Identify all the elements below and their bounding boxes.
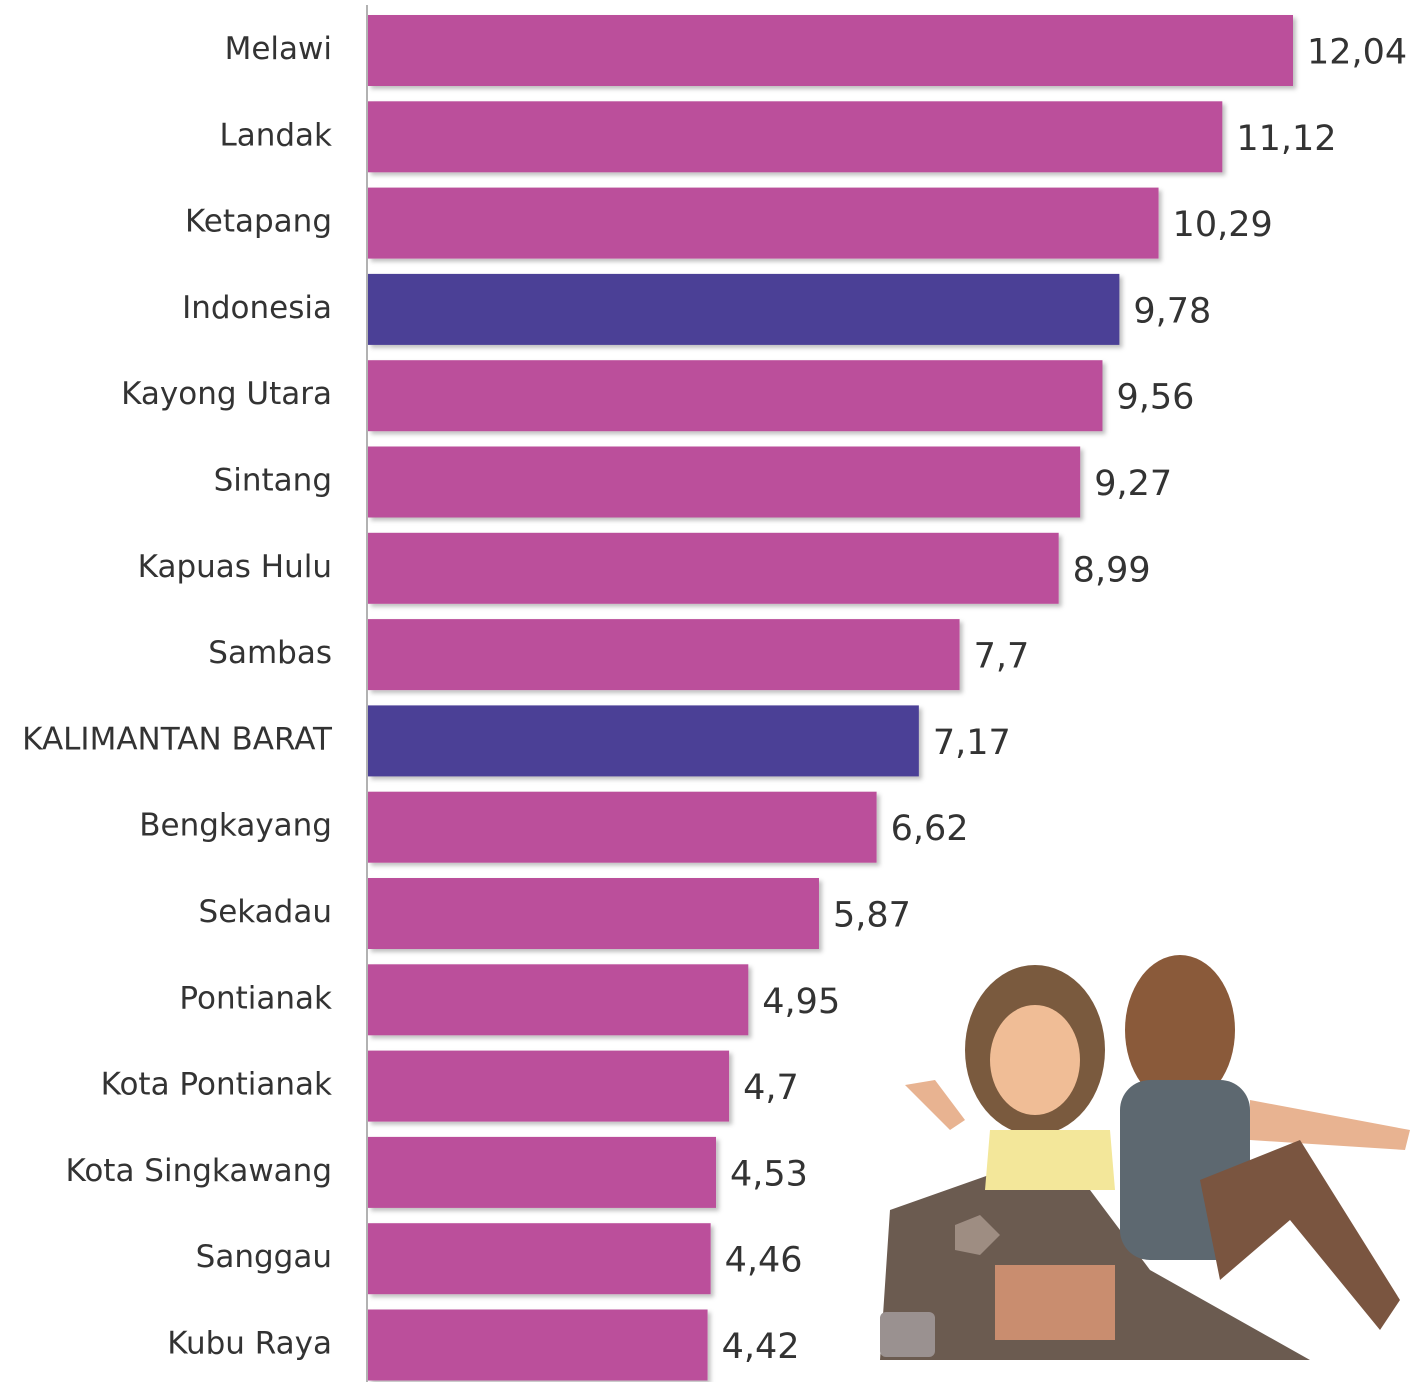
- value-label: 4,53: [730, 1154, 808, 1194]
- bar: [368, 360, 1102, 431]
- category-label: Kota Singkawang: [66, 1153, 332, 1189]
- bar: [368, 274, 1119, 345]
- bar: [368, 619, 960, 690]
- value-label: 4,46: [725, 1241, 803, 1281]
- category-label: Landak: [219, 117, 332, 153]
- category-label: Bengkayang: [139, 808, 332, 844]
- bar: [368, 188, 1159, 259]
- value-label: 4,7: [743, 1068, 799, 1108]
- value-label: 11,12: [1236, 119, 1336, 159]
- category-label: Ketapang: [185, 204, 332, 240]
- value-label: 5,87: [833, 896, 911, 936]
- bar: [368, 1223, 711, 1294]
- category-label: Kota Pontianak: [101, 1067, 332, 1103]
- bar: [368, 1310, 708, 1381]
- value-label: 8,99: [1073, 550, 1151, 590]
- bar: [368, 101, 1222, 172]
- bar: [368, 447, 1080, 518]
- value-label: 7,7: [974, 637, 1030, 677]
- bar: [368, 533, 1059, 604]
- bar: [368, 1051, 729, 1122]
- category-label: Sekadau: [199, 894, 332, 930]
- category-label: Sintang: [214, 463, 332, 499]
- value-label: 6,62: [891, 809, 969, 849]
- bar: [368, 1137, 716, 1208]
- value-label: 9,78: [1133, 291, 1211, 331]
- category-label: Melawi: [225, 31, 332, 67]
- category-label: Kubu Raya: [167, 1326, 332, 1362]
- value-label: 7,17: [933, 723, 1011, 763]
- category-label: Kapuas Hulu: [138, 549, 332, 585]
- value-label: 4,95: [762, 982, 840, 1022]
- value-label: 9,56: [1116, 378, 1194, 418]
- value-label: 12,04: [1307, 33, 1407, 73]
- value-label: 9,27: [1094, 464, 1172, 504]
- category-label: Indonesia: [182, 290, 332, 326]
- category-label: KALIMANTAN BARAT: [22, 721, 333, 757]
- bar: [368, 964, 748, 1035]
- bar: [368, 705, 919, 776]
- category-label: Pontianak: [179, 980, 332, 1016]
- category-label: Kayong Utara: [121, 376, 332, 412]
- chart: Melawi 12,04 Landak 11,12 Ketapang 10,29 Indon…: [0, 0, 1413, 1382]
- category-label: Sambas: [208, 635, 332, 671]
- bar: [368, 792, 877, 863]
- bar: [368, 878, 819, 949]
- bar: [368, 15, 1293, 86]
- category-label: Sanggau: [196, 1239, 332, 1275]
- value-label: 4,42: [722, 1327, 800, 1367]
- value-label: 10,29: [1173, 205, 1273, 245]
- illustration: [880, 955, 1410, 1360]
